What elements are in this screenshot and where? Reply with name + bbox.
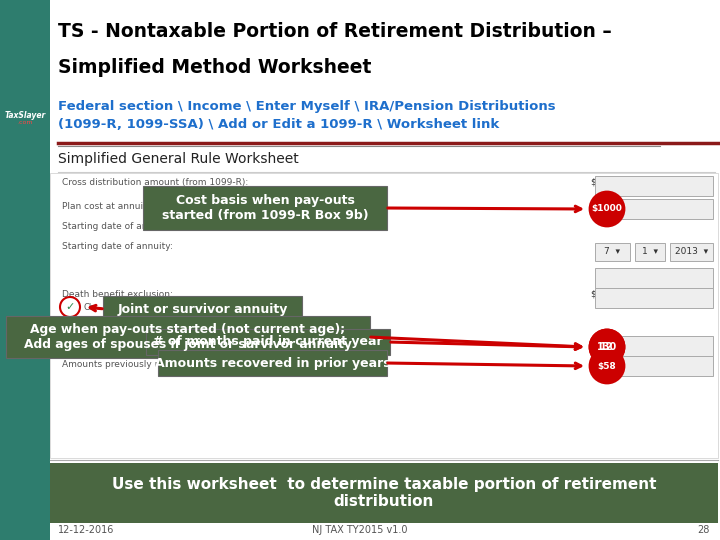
FancyBboxPatch shape <box>595 336 713 356</box>
FancyBboxPatch shape <box>50 173 718 458</box>
FancyBboxPatch shape <box>670 243 713 261</box>
Text: 1  ▾: 1 ▾ <box>642 247 658 256</box>
FancyBboxPatch shape <box>595 356 713 376</box>
Text: Simplified General Rule Worksheet: Simplified General Rule Worksheet <box>58 152 299 166</box>
FancyBboxPatch shape <box>595 199 713 219</box>
Text: $8,223.00: $8,223.00 <box>590 178 636 187</box>
Text: Cost basis when pay-outs
started (from 1099-R Box 9b): Cost basis when pay-outs started (from 1… <box>162 194 369 222</box>
Circle shape <box>590 330 624 364</box>
FancyBboxPatch shape <box>635 243 665 261</box>
Circle shape <box>590 330 624 364</box>
Text: 130: 130 <box>597 342 617 352</box>
Text: Federal section \ Income \ Enter Myself \ IRA/Pension Distributions: Federal section \ Income \ Enter Myself … <box>58 100 556 113</box>
Text: ✓: ✓ <box>66 302 75 312</box>
Text: 12: 12 <box>600 342 613 352</box>
Text: Plan cost at annuity start date:: Plan cost at annuity start date: <box>62 202 202 211</box>
FancyBboxPatch shape <box>50 463 718 523</box>
Text: Age when pay-outs started (not current age);
Add ages of spouses if joint or sur: Age when pay-outs started (not current a… <box>24 323 352 351</box>
FancyBboxPatch shape <box>143 186 387 230</box>
Text: Joint or survivor annuity: Joint or survivor annuity <box>117 302 288 315</box>
Circle shape <box>590 349 624 383</box>
Text: Amounts previously recovered:: Amounts previously recovered: <box>62 360 203 369</box>
Text: 12-12-2016: 12-12-2016 <box>58 525 114 535</box>
FancyBboxPatch shape <box>595 268 713 288</box>
Text: Death benefit exclusion:: Death benefit exclusion: <box>62 290 173 299</box>
FancyBboxPatch shape <box>595 176 713 196</box>
Text: Ch...: Ch... <box>84 302 103 312</box>
Text: .com: .com <box>17 120 32 125</box>
Text: Starting date of annuity:: Starting date of annuity: <box>62 242 173 251</box>
Text: Starting date of annuity:: Starting date of annuity: <box>62 222 173 231</box>
Text: $: $ <box>590 290 595 299</box>
FancyBboxPatch shape <box>103 296 302 322</box>
Text: $1000: $1000 <box>592 205 622 213</box>
Text: Use this worksheet  to determine taxable portion of retirement
distribution: Use this worksheet to determine taxable … <box>112 477 656 509</box>
FancyBboxPatch shape <box>146 329 390 355</box>
Text: Amounts recovered in prior years: Amounts recovered in prior years <box>155 356 390 369</box>
Text: NJ TAX TY2015 v1.0: NJ TAX TY2015 v1.0 <box>312 525 408 535</box>
FancyBboxPatch shape <box>6 316 370 358</box>
Text: 7  ▾: 7 ▾ <box>605 247 621 256</box>
Text: TS - Nontaxable Portion of Retirement Distribution –: TS - Nontaxable Portion of Retirement Di… <box>58 22 612 41</box>
Text: $58: $58 <box>598 361 616 370</box>
FancyBboxPatch shape <box>595 288 713 308</box>
Text: TaxSlayer: TaxSlayer <box>4 111 45 119</box>
Circle shape <box>590 192 624 226</box>
Text: Number of months pa...: Number of months pa... <box>62 340 170 349</box>
Text: Simplified Method Worksheet: Simplified Method Worksheet <box>58 58 372 77</box>
Text: 28: 28 <box>698 525 710 535</box>
Text: (1099-R, 1099-SSA) \ Add or Edit a 1099-R \ Worksheet link: (1099-R, 1099-SSA) \ Add or Edit a 1099-… <box>58 118 499 131</box>
Text: 2013  ▾: 2013 ▾ <box>675 247 708 256</box>
Text: Cross distribution amount (from 1099-R):: Cross distribution amount (from 1099-R): <box>62 178 248 187</box>
Text: # of months paid in current year: # of months paid in current year <box>153 335 383 348</box>
FancyBboxPatch shape <box>158 350 387 376</box>
Polygon shape <box>0 0 50 540</box>
FancyBboxPatch shape <box>595 243 630 261</box>
